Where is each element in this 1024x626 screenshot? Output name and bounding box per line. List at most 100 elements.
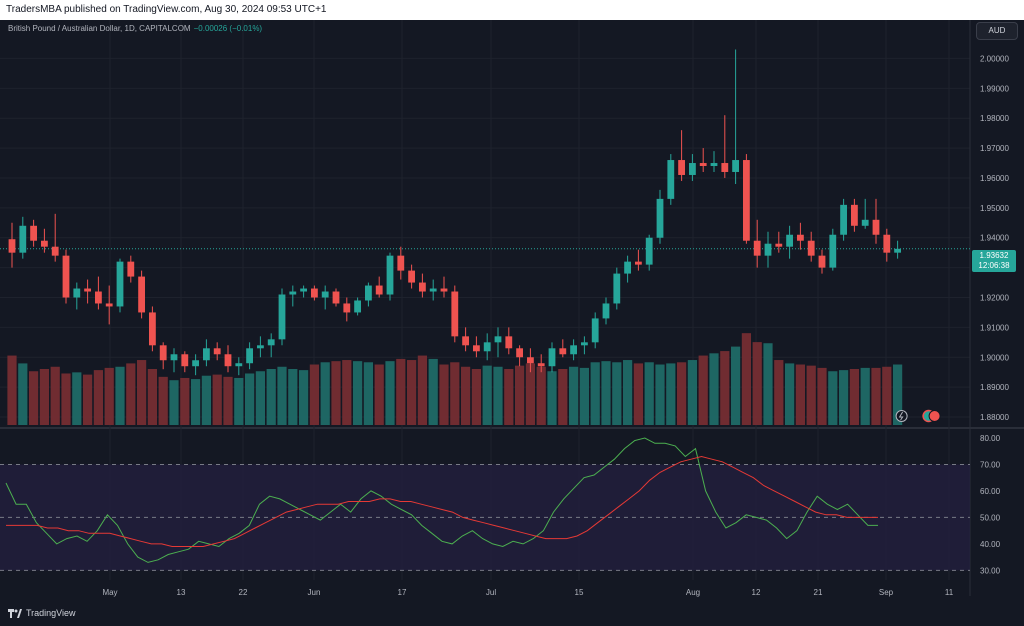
candle-body	[257, 345, 264, 349]
rsi-tick-label: 70.00	[980, 460, 1001, 469]
volume-bar	[169, 380, 179, 425]
candle-body	[213, 348, 221, 355]
rsi-tick-label: 30.00	[980, 566, 1001, 575]
volume-bar	[29, 371, 39, 425]
price-candles	[8, 49, 901, 376]
volume-bar	[299, 370, 309, 425]
volume-bar	[569, 366, 579, 425]
candle-body	[764, 243, 772, 256]
volume-bar	[320, 362, 330, 425]
candle-body	[462, 336, 469, 346]
volume-bar	[666, 363, 676, 425]
volume-bar	[709, 353, 719, 425]
volume-bar	[558, 369, 568, 425]
candle-body	[246, 348, 253, 364]
candle-body	[224, 354, 232, 367]
volume-bar	[212, 374, 222, 425]
volume-bar	[698, 355, 708, 425]
volume-bar	[191, 379, 201, 425]
candle-body	[505, 336, 513, 349]
candle-body	[116, 261, 124, 307]
candle-body	[354, 300, 361, 313]
price-tick-label: 1.96000	[980, 174, 1009, 183]
candle-body	[365, 285, 372, 301]
price-tick-label: 2.00000	[980, 54, 1009, 63]
candle-body	[570, 345, 577, 355]
price-tick-label: 1.97000	[980, 144, 1009, 153]
brand-name: TradingView	[26, 608, 76, 618]
time-tick-label: May	[102, 588, 117, 597]
candle-body	[559, 348, 567, 355]
published-text: TradersMBA published on TradingView.com,…	[6, 4, 327, 15]
time-axis: May 13 22 Jun 17 Jul 15 Aug 12 21 Sep 11	[102, 588, 953, 597]
volume-bar	[245, 373, 255, 425]
symbol-title: British Pound / Australian Dollar, 1D, C…	[8, 24, 191, 33]
candle-body	[786, 234, 793, 247]
candle-body	[743, 160, 750, 241]
volume-bar	[795, 364, 805, 425]
candle-body	[127, 261, 135, 277]
volume-bar	[547, 371, 557, 425]
volume-bar	[655, 364, 665, 425]
tradingview-brand[interactable]: TradingView	[8, 608, 76, 618]
candle-body	[678, 160, 685, 175]
candle-body	[451, 291, 459, 337]
candle-body	[30, 225, 37, 241]
candle-body	[516, 348, 523, 358]
candle-body	[408, 270, 415, 283]
volume-bar	[255, 371, 265, 425]
volume-bar	[83, 374, 93, 425]
bar-countdown: 12:06:38	[978, 261, 1010, 270]
candle-body	[527, 357, 534, 364]
candle-body	[840, 204, 847, 235]
volume-bar	[741, 333, 751, 425]
volume-bar	[893, 364, 903, 425]
candle-body	[386, 255, 394, 295]
volume-bar	[72, 372, 82, 425]
volume-bar	[266, 369, 276, 425]
time-tick-label: 11	[945, 588, 954, 597]
volume-bar	[385, 361, 395, 425]
tradingview-logo-icon	[8, 608, 22, 618]
candle-body	[321, 291, 329, 298]
volume-bar	[644, 362, 654, 425]
candle-body	[84, 288, 91, 292]
symbol-legend[interactable]: British Pound / Australian Dollar, 1D, C…	[8, 24, 262, 33]
candle-body	[483, 342, 491, 352]
volume-bar	[623, 360, 633, 425]
volume-bar	[828, 371, 838, 425]
volume-bar	[849, 369, 859, 425]
candle-body	[829, 234, 837, 268]
candle-body	[73, 288, 81, 298]
candle-body	[581, 342, 588, 346]
time-tick-label: Aug	[686, 588, 700, 597]
volume-bar	[590, 362, 600, 425]
candle-body	[807, 240, 815, 256]
candle-body	[19, 225, 27, 253]
candle-body	[645, 237, 653, 265]
candle-body	[332, 291, 340, 304]
candle-body	[311, 288, 318, 298]
price-tick-label: 1.90000	[980, 353, 1009, 362]
candle-body	[721, 163, 729, 172]
volume-bar	[601, 361, 611, 425]
price-tick-label: 1.88000	[980, 413, 1009, 422]
volume-bar	[396, 358, 406, 425]
volume-bar	[180, 377, 190, 425]
time-tick-label: Sep	[879, 588, 894, 597]
volume-bar	[817, 367, 827, 425]
candle-body	[883, 234, 891, 253]
price-tick-label: 1.91000	[980, 323, 1009, 332]
volume-bars	[7, 333, 903, 425]
currency-button[interactable]: AUD	[976, 22, 1018, 40]
candle-body	[95, 291, 102, 304]
candle-body	[635, 261, 642, 265]
candle-body	[192, 360, 199, 367]
candle-body	[797, 234, 804, 241]
candle-body	[818, 255, 826, 268]
candle-body	[699, 163, 707, 167]
volume-bar	[504, 369, 514, 425]
volume-bar	[137, 360, 147, 425]
volume-bar	[839, 370, 849, 425]
